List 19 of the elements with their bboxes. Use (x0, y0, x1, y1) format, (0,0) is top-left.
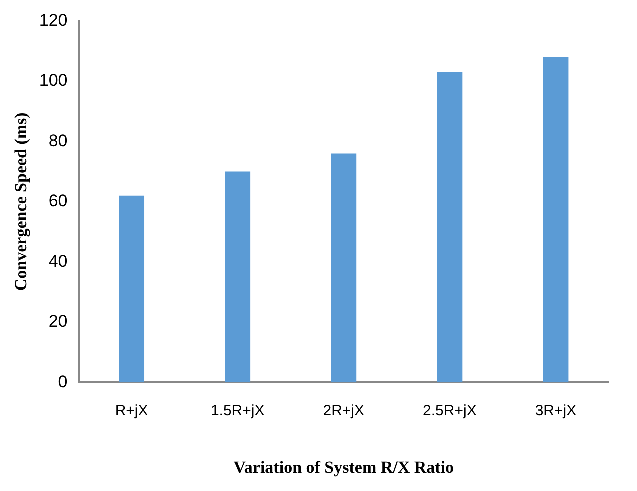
x-tick-label: 1.5R+jX (210, 402, 265, 420)
y-tick-label: 80 (48, 131, 68, 150)
bar (225, 172, 251, 383)
y-axis-title: Convergence Speed (ms) (12, 112, 31, 292)
x-axis-title: Variation of System R/X Ratio (234, 458, 454, 478)
x-tick-label: R+jX (115, 402, 148, 420)
x-tick-label: 2R+jX (323, 402, 365, 420)
bar (119, 196, 145, 383)
y-tick-label: 0 (58, 372, 68, 392)
bar (543, 57, 569, 383)
y-tick-label: 20 (48, 312, 68, 332)
bar (331, 154, 357, 383)
y-tick-label: 120 (39, 10, 68, 30)
y-tick-label: 60 (48, 192, 68, 211)
y-tick-label: 40 (48, 252, 68, 271)
bar (437, 72, 463, 383)
y-tick-label: 100 (39, 71, 68, 90)
x-tick-label: 3R+jX (535, 402, 577, 420)
x-tick-label: 2.5R+jX (423, 402, 477, 420)
